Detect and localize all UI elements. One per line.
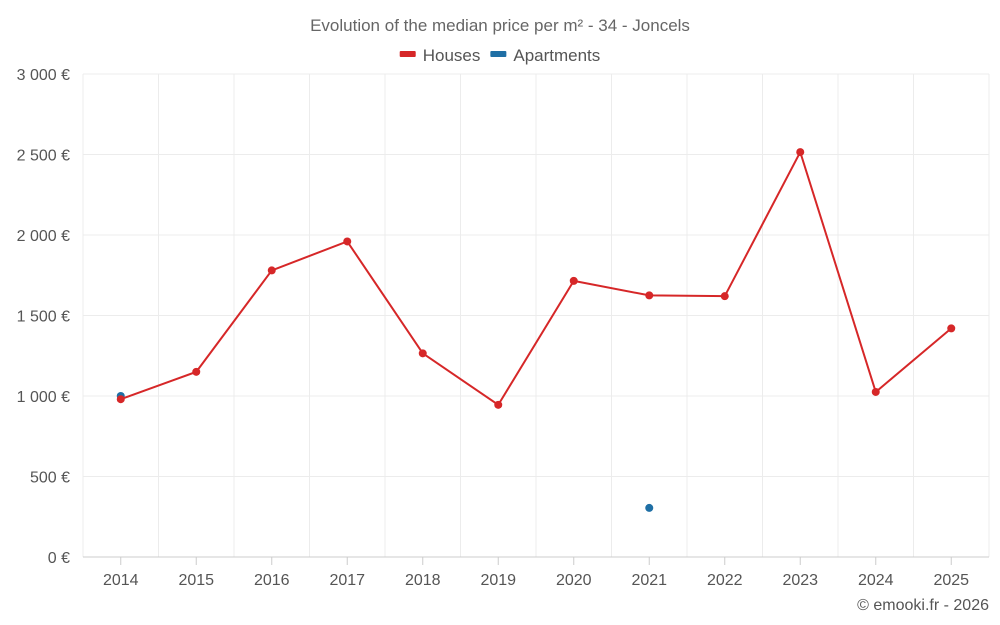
y-tick-label: 0 € — [48, 550, 70, 567]
y-tick-label: 1 500 € — [17, 309, 70, 326]
legend-item-houses[interactable]: Houses — [399, 46, 481, 65]
chart-title: Evolution of the median price per m² - 3… — [310, 16, 690, 35]
data-point-houses[interactable] — [343, 237, 352, 246]
x-tick-label: 2015 — [178, 572, 214, 589]
data-point-houses[interactable] — [569, 276, 578, 285]
y-tick-label: 3 000 € — [17, 67, 70, 84]
y-axis: 0 € 500 € 1 000 € 1 500 € 2 000 € 2 500 € 3 00… — [17, 67, 70, 567]
data-point-houses[interactable] — [947, 324, 956, 333]
y-tick-label: 2 500 € — [17, 148, 70, 165]
x-tick-label: 2020 — [556, 572, 592, 589]
data-point-houses[interactable] — [116, 395, 125, 404]
data-point-apartments[interactable] — [645, 503, 654, 512]
data-point-houses[interactable] — [418, 349, 427, 358]
series-houses — [116, 148, 956, 409]
x-tick-label: 2017 — [329, 572, 365, 589]
y-tick-label: 500 € — [30, 470, 70, 487]
x-tick-label: 2022 — [707, 572, 743, 589]
data-point-houses[interactable] — [192, 367, 201, 376]
legend-swatch-apartments — [490, 51, 507, 57]
series-layer — [116, 148, 956, 512]
legend[interactable]: Houses Apartments — [399, 46, 601, 65]
x-tick-label: 2016 — [254, 572, 290, 589]
data-point-houses[interactable] — [871, 387, 880, 396]
data-point-houses[interactable] — [720, 292, 729, 301]
data-point-houses[interactable] — [494, 400, 503, 409]
data-point-houses[interactable] — [267, 266, 276, 275]
x-tick-label: 2018 — [405, 572, 441, 589]
x-axis: 2014 2015 2016 2017 2018 2019 2020 2021 2022 2023… — [103, 557, 969, 589]
gridlines — [82, 73, 990, 558]
y-tick-label: 2 000 € — [17, 228, 70, 245]
series-line-houses — [120, 149, 952, 407]
x-tick-label: 2023 — [782, 572, 818, 589]
credit-text: © emooki.fr - 2026 — [857, 597, 989, 614]
data-point-houses[interactable] — [796, 148, 805, 157]
x-tick-label: 2025 — [933, 572, 969, 589]
x-tick-label: 2021 — [631, 572, 667, 589]
legend-label: Houses — [423, 46, 481, 65]
data-point-houses[interactable] — [645, 291, 654, 300]
y-tick-label: 1 000 € — [17, 389, 70, 406]
x-tick-label: 2014 — [103, 572, 139, 589]
legend-swatch-houses — [399, 51, 416, 57]
x-tick-label: 2024 — [858, 572, 894, 589]
legend-item-apartments[interactable]: Apartments — [490, 46, 600, 65]
legend-label: Apartments — [513, 46, 600, 65]
x-tick-label: 2019 — [480, 572, 516, 589]
